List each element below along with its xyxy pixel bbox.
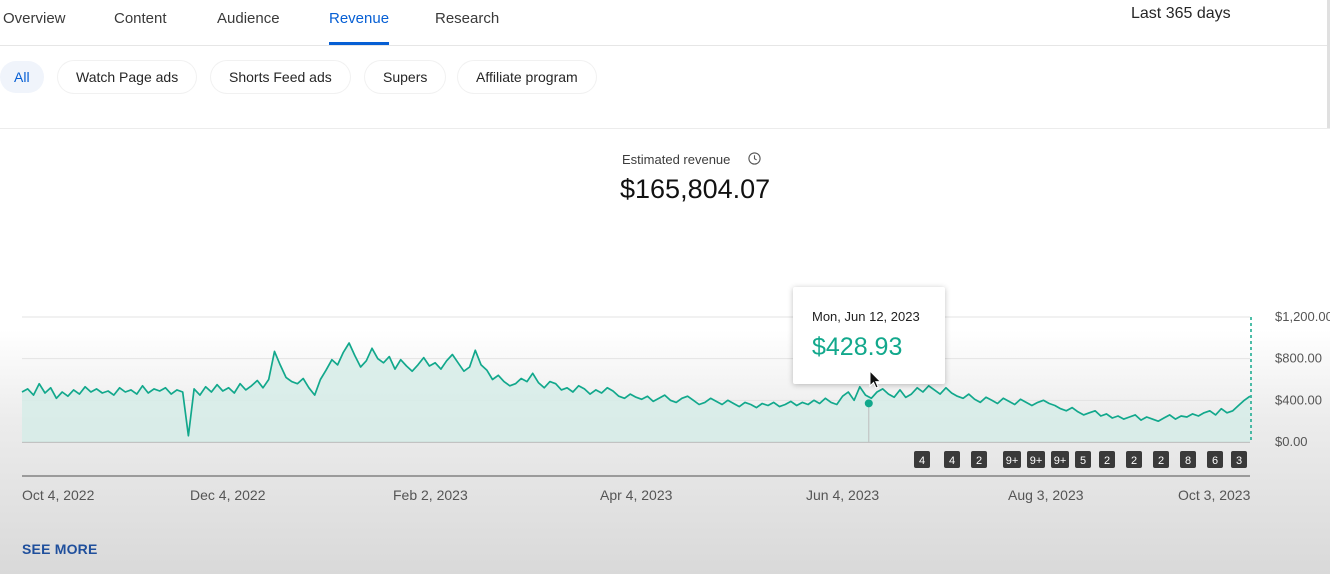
series-area <box>22 343 1250 442</box>
see-more-link[interactable]: SEE MORE <box>22 541 98 557</box>
mouse-cursor-icon <box>869 370 882 389</box>
annotation-badge-label: 2 <box>976 455 982 467</box>
y-tick-label: $1,200.00 <box>1275 309 1330 324</box>
annotation-badge-label: 6 <box>1212 455 1218 467</box>
annotation-badge <box>1180 451 1196 468</box>
chip-watch-page-ads[interactable]: Watch Page ads <box>58 61 197 93</box>
annotation-badge-label: 4 <box>919 455 925 467</box>
metric-value: $165,804.07 <box>620 174 771 204</box>
tab-content[interactable]: Content <box>114 10 167 27</box>
y-tick-label: $800.00 <box>1275 351 1322 366</box>
annotation-badge-label: 9+ <box>1054 455 1067 467</box>
annotation-badge <box>1153 451 1169 468</box>
annotation-badge <box>1099 451 1115 468</box>
highlight-point <box>864 399 873 408</box>
scrollbar-edge <box>1327 0 1330 128</box>
chip-supers[interactable]: Supers <box>365 61 446 93</box>
y-tick-label: $400.00 <box>1275 392 1322 407</box>
annotation-badge <box>1207 451 1223 468</box>
active-tab-indicator <box>329 42 389 45</box>
tab-audience[interactable]: Audience <box>217 10 280 27</box>
analytics-tab-bar: Overview Content Audience Revenue Resear… <box>0 0 1330 46</box>
x-tick-label: Aug 3, 2023 <box>1008 487 1084 503</box>
annotation-badge-label: 8 <box>1185 455 1191 467</box>
tooltip-date: Mon, Jun 12, 2023 <box>812 309 920 324</box>
x-tick-label: Jun 4, 2023 <box>806 487 879 503</box>
x-tick-label: Apr 4, 2023 <box>600 487 673 503</box>
chart-tooltip: Mon, Jun 12, 2023 $428.93 <box>793 287 945 384</box>
annotation-badge <box>914 451 930 468</box>
annotation-badge <box>1075 451 1091 468</box>
chip-affiliate-program[interactable]: Affiliate program <box>458 61 596 93</box>
series-line <box>21 342 1251 437</box>
annotation-badge-label: 9+ <box>1006 455 1019 467</box>
annotation-badge-label: 3 <box>1236 455 1242 467</box>
annotation-badge <box>971 451 987 468</box>
annotation-badge <box>944 451 960 468</box>
annotation-badge-label: 4 <box>949 455 955 467</box>
x-tick-label: Oct 4, 2022 <box>22 487 95 503</box>
x-tick-label: Feb 2, 2023 <box>393 487 468 503</box>
clock-icon[interactable] <box>748 152 761 165</box>
annotation-badge-label: 2 <box>1131 455 1137 467</box>
annotation-badge <box>1126 451 1142 468</box>
tab-overview[interactable]: Overview <box>3 10 66 27</box>
annotation-badge <box>1003 451 1021 468</box>
annotation-badge <box>1231 451 1247 468</box>
tooltip-value: $428.93 <box>812 333 903 361</box>
revenue-source-filter-bar: All Watch Page ads Shorts Feed ads Super… <box>0 46 1330 129</box>
y-tick-label: $0.00 <box>1275 434 1308 449</box>
chip-shorts-feed-ads[interactable]: Shorts Feed ads <box>211 61 350 93</box>
tab-revenue[interactable]: Revenue <box>329 10 390 27</box>
revenue-chart[interactable]: $0.00 $400.00 $800.00 $1,200.00 4 4 2 9+ 9+ 9+ 5 2 2… <box>0 290 1330 520</box>
tab-research[interactable]: Research <box>435 10 500 27</box>
annotation-badge-label: 2 <box>1104 455 1110 467</box>
x-tick-label: Dec 4, 2022 <box>190 487 266 503</box>
x-tick-label: Oct 3, 2023 <box>1178 487 1251 503</box>
chip-all[interactable]: All <box>0 61 44 93</box>
metric-label: Estimated revenue <box>622 152 731 167</box>
annotation-badge-label: 5 <box>1080 455 1086 467</box>
annotation-badge-label: 9+ <box>1030 455 1043 467</box>
date-range-selector[interactable]: Last 365 days <box>1131 5 1231 22</box>
annotation-badge <box>1027 451 1045 468</box>
annotation-badge <box>1051 451 1069 468</box>
annotation-badge-label: 2 <box>1158 455 1164 467</box>
